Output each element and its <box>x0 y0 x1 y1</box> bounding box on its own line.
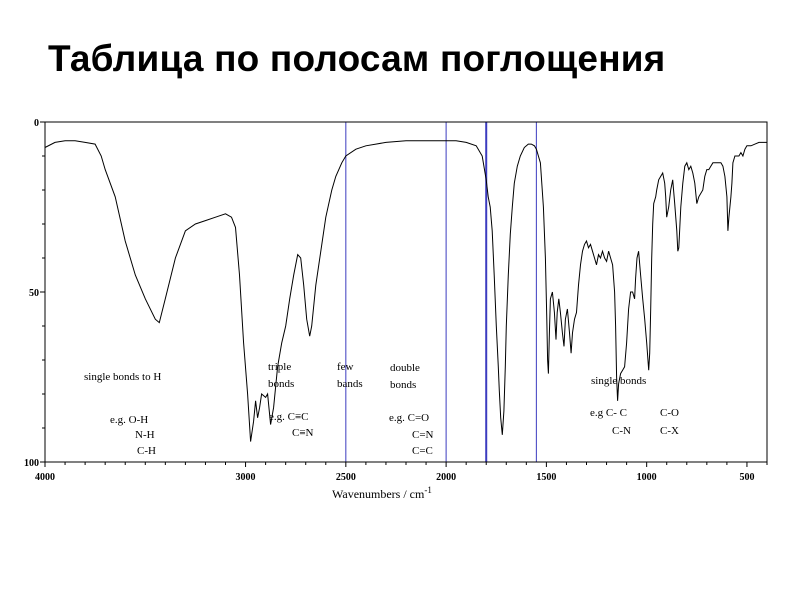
y-axis: 0 50 100 <box>24 118 45 469</box>
annotation-single-h-title: single bonds to H <box>84 371 161 383</box>
annotation-single-bonds: single bonds e.g C- C C-N C-O C-X <box>590 375 679 437</box>
annotation-single-h-eg: e.g. O-H <box>110 414 148 426</box>
annotation-single-cn: C-N <box>612 425 631 437</box>
annotation-few-bands: few bands <box>337 361 363 390</box>
x-axis: 4000 3000 2500 2000 1500 1000 500 <box>35 462 768 483</box>
y-tick-label: 100 <box>24 458 39 469</box>
annotation-single-h-ch: C-H <box>137 445 156 457</box>
y-tick-label: 50 <box>29 288 39 299</box>
spectrum-line <box>44 140 767 442</box>
x-tick-label: 2000 <box>436 472 456 483</box>
annotation-double-bonds: double bonds e.g. C=O C=N C=C <box>389 362 434 457</box>
x-axis-label: Wavenumbers / cm-1 <box>332 485 432 501</box>
slide-title: Таблица по полосам поглощения <box>48 38 666 79</box>
plot-frame <box>44 121 768 463</box>
annotation-single-bonds-to-h: single bonds to H e.g. O-H N-H C-H <box>84 371 161 457</box>
annotation-double-t2: bonds <box>390 379 416 391</box>
annotation-double-cc: C=C <box>412 445 433 457</box>
x-tick-label: 1000 <box>637 472 657 483</box>
annotation-triple-t2: bonds <box>268 378 294 390</box>
annotation-single-title: single bonds <box>591 375 646 387</box>
x-tick-label: 3000 <box>236 472 256 483</box>
annotation-triple-eg: e.g. C≡C <box>269 411 309 423</box>
annotation-few-t1: few <box>337 361 354 373</box>
annotation-few-t2: bands <box>337 378 363 390</box>
annotation-double-cn: C=N <box>412 429 434 441</box>
x-tick-label: 4000 <box>35 472 55 483</box>
annotation-triple-bonds: triple bonds e.g. C≡C C≡N <box>268 361 314 439</box>
annotation-single-co: C-O <box>660 407 679 419</box>
annotation-double-eg: e.g. C=O <box>389 412 429 424</box>
annotation-double-t1: double <box>390 362 420 374</box>
y-tick-label: 0 <box>34 118 39 129</box>
annotation-single-cx: C-X <box>660 425 679 437</box>
annotation-triple-cn: C≡N <box>292 427 314 439</box>
x-tick-label: 1500 <box>536 472 556 483</box>
x-tick-label: 2500 <box>336 472 356 483</box>
annotation-triple-t1: triple <box>268 361 291 373</box>
annotation-single-eg: e.g C- C <box>590 407 627 419</box>
x-tick-label: 500 <box>739 472 754 483</box>
annotation-single-h-nh: N-H <box>135 429 155 441</box>
